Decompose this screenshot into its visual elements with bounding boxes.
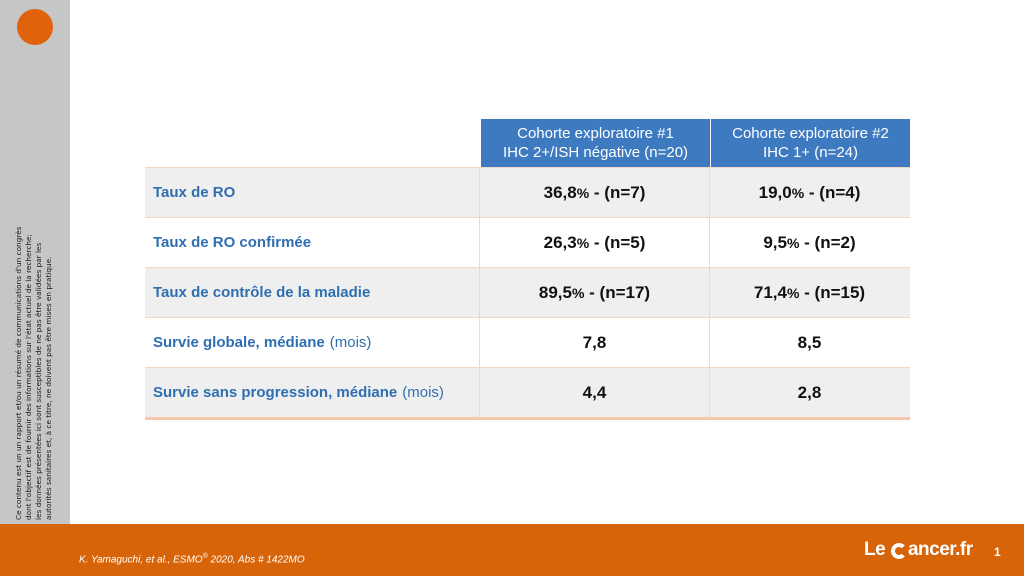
table-cell: 2,8 [709, 368, 909, 417]
lecancer-logo[interactable]: Le ancer.fr [864, 539, 973, 560]
table-cell: 4,4 [479, 368, 709, 417]
row-label: Survie globale, médiane (mois) [153, 334, 372, 351]
disclaimer-line: Ce contenu est un un rapport et/ou un ré… [14, 226, 23, 520]
row-label: Taux de RO confirmée [153, 234, 312, 251]
header-subtitle: IHC 1+ (n=24) [762, 144, 859, 161]
brand-dot-icon [17, 9, 53, 45]
disclaimer: Ce contenu est un un rapport et/ou un ré… [14, 190, 84, 520]
header-cohort-1: Cohorte exploratoire #1 IHC 2+/ISH négat… [481, 119, 710, 167]
citation: K. Yamaguchi, et al., ESMO® 2020, Abs # … [79, 553, 305, 566]
header-title: Cohorte exploratoire #1 [517, 125, 674, 142]
table-cell: 71,4% - (n=15) [709, 268, 909, 317]
table-cell: 89,5% - (n=17) [479, 268, 709, 317]
row-unit: (mois) [402, 384, 444, 401]
table-row: Survie sans progression, médiane (mois) 4… [145, 367, 910, 420]
row-label: Survie sans progression, médiane (mois) [153, 384, 444, 401]
table-cell: 19,0% - (n=4) [709, 168, 909, 217]
row-label: Taux de RO [153, 184, 236, 201]
row-label: Taux de contrôle de la maladie [153, 284, 371, 301]
table-row: Survie globale, médiane (mois) 7,8 8,5 [145, 317, 910, 367]
page-number: 1 [994, 545, 1001, 559]
table-header: Cohorte exploratoire #1 IHC 2+/ISH négat… [145, 119, 910, 167]
table-cell: 26,3% - (n=5) [479, 218, 709, 267]
table-row: Taux de RO confirmée 26,3% - (n=5) 9,5% … [145, 217, 910, 267]
table-row: Taux de contrôle de la maladie 89,5% - (… [145, 267, 910, 317]
disclaimer-line: dont l'objectif est de fournir des infor… [24, 234, 33, 520]
footer-bar [0, 524, 1024, 576]
header-cohort-2: Cohorte exploratoire #2 IHC 1+ (n=24) [711, 119, 910, 167]
table-cell: 9,5% - (n=2) [709, 218, 909, 267]
row-unit: (mois) [329, 334, 372, 351]
table-row: Taux de RO 36,8% - (n=7) 19,0% - (n=4) [145, 167, 910, 217]
table-cell: 36,8% - (n=7) [479, 168, 709, 217]
table-cell: 7,8 [479, 318, 709, 367]
table-cell: 8,5 [709, 318, 909, 367]
disclaimer-line: autorités sanitaires et, à ce titre, ne … [44, 256, 53, 520]
header-title: Cohorte exploratoire #2 [732, 125, 889, 142]
header-subtitle: IHC 2+/ISH négative (n=20) [502, 144, 689, 161]
disclaimer-line: les données présentées ici sont suscepti… [34, 242, 43, 520]
results-table: Cohorte exploratoire #1 IHC 2+/ISH négat… [145, 119, 910, 420]
sidebar [0, 0, 70, 524]
logo-c-icon [890, 543, 907, 559]
